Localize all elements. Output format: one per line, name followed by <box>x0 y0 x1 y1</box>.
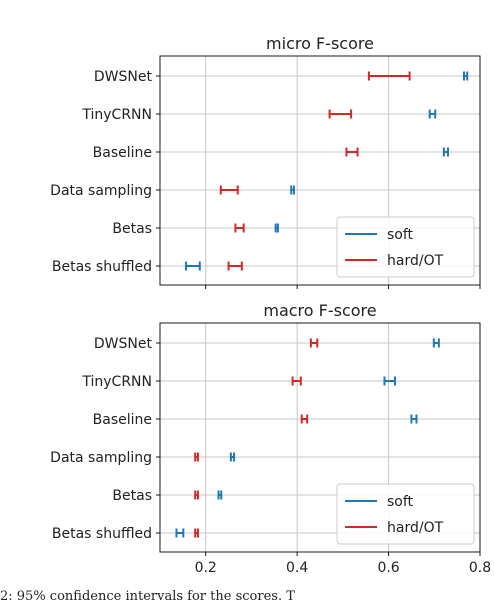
legend: soft hard/OT <box>336 216 475 278</box>
legend-box <box>336 216 475 278</box>
errorbar-soft <box>185 261 201 271</box>
legend-label: hard/OT <box>387 253 444 269</box>
errorbar-soft <box>428 109 437 119</box>
errorbar-hard-ot <box>309 338 319 348</box>
chart-panel-2: macro F-score DWSNet TinyCRNN Baseline Data … <box>50 301 491 576</box>
y-tick-label: DWSNet <box>94 69 153 85</box>
y-tick-label: Betas shuffled <box>52 526 152 542</box>
errorbar-hard-ot <box>219 185 239 195</box>
legend-label: hard/OT <box>387 520 444 536</box>
errorbar-soft <box>217 490 223 500</box>
errorbar-soft <box>463 71 469 81</box>
errorbar-hard-ot <box>345 147 359 157</box>
errorbar-soft <box>175 528 185 538</box>
y-tick-label: DWSNet <box>94 336 153 352</box>
y-tick-label: Data sampling <box>50 183 152 199</box>
errorbar-hard-ot <box>300 414 309 424</box>
y-tick-label: Baseline <box>93 412 152 428</box>
errorbar-hard-ot <box>234 223 245 233</box>
errorbar-soft <box>383 376 396 386</box>
legend: soft hard/OT <box>336 483 475 545</box>
y-tick-label: TinyCRNN <box>81 374 152 390</box>
errorbar-soft <box>290 185 295 195</box>
chart-title: micro F-score <box>266 34 374 53</box>
legend-box <box>336 483 475 545</box>
errorbar-soft <box>229 452 236 462</box>
figure: micro F-score DWSNet TinyCRNN Baseline Data … <box>50 34 491 576</box>
legend-label: soft <box>387 227 414 243</box>
errorbar-hard-ot <box>194 452 199 462</box>
x-tick-label: 0.2 <box>195 560 217 576</box>
errorbar-hard-ot <box>328 109 353 119</box>
errorbar-hard-ot <box>194 528 199 538</box>
y-tick-label: Betas shuffled <box>52 259 152 275</box>
y-tick-label: TinyCRNN <box>81 107 152 123</box>
x-tick-label: 0.6 <box>377 560 399 576</box>
y-tick-label: Betas <box>112 488 152 504</box>
errorbar-hard-ot <box>194 490 199 500</box>
errorbar-hard-ot <box>227 261 243 271</box>
y-tick-label: Baseline <box>93 145 152 161</box>
legend-label: soft <box>387 494 414 510</box>
plot-frame <box>159 55 481 286</box>
x-tick-label: 0.4 <box>286 560 308 576</box>
figure-caption: 2: 95% confidence intervals for the scor… <box>0 590 295 604</box>
x-tick-label: 0.8 <box>469 560 491 576</box>
chart-title: macro F-score <box>263 301 376 320</box>
plot-frame <box>159 322 481 553</box>
errorbar-hard-ot <box>367 71 411 81</box>
errorbar-soft <box>442 147 449 157</box>
errorbar-hard-ot <box>291 376 302 386</box>
errorbar-soft <box>410 414 418 424</box>
chart-panel-1: micro F-score DWSNet TinyCRNN Baseline Data … <box>50 34 481 289</box>
y-tick-label: Data sampling <box>50 450 152 466</box>
errorbar-soft <box>432 338 440 348</box>
errorbar-soft <box>274 223 279 233</box>
y-tick-label: Betas <box>112 221 152 237</box>
